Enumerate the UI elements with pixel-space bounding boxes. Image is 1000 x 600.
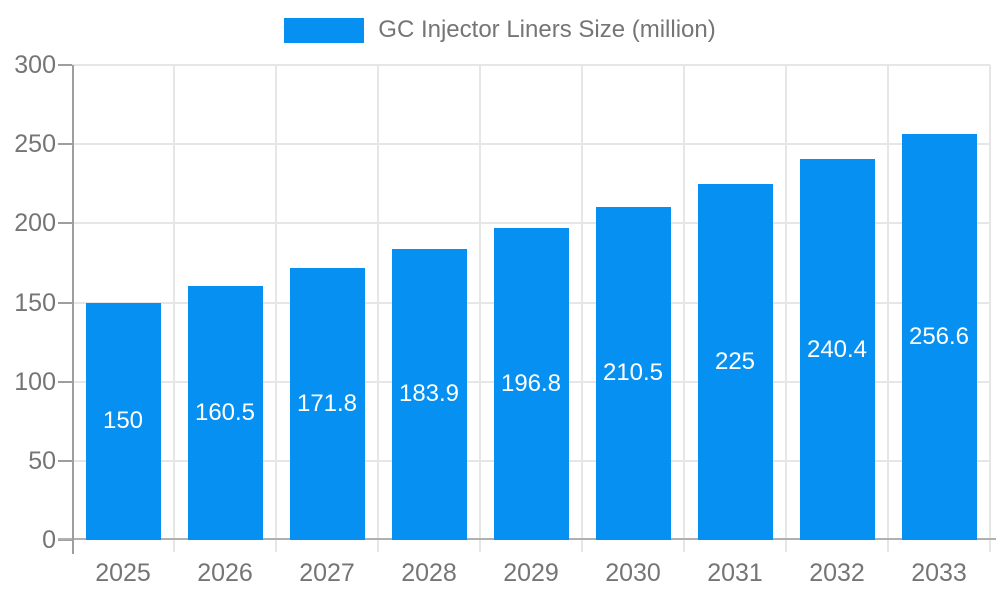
bar-value-label: 150 — [102, 407, 144, 435]
x-tick — [887, 540, 889, 552]
bar-value-label: 160.5 — [194, 398, 256, 426]
y-axis-label: 50 — [28, 446, 56, 475]
y-tick — [58, 380, 72, 383]
y-tick — [58, 539, 72, 541]
legend-swatch — [284, 17, 365, 43]
bar-value-label: 256.6 — [908, 322, 970, 350]
y-tick — [58, 222, 72, 225]
gridline-vertical — [683, 65, 685, 540]
y-axis-line — [72, 65, 74, 554]
x-axis-label: 2027 — [299, 559, 355, 587]
gridline-vertical — [479, 65, 481, 540]
bar-value-label: 171.8 — [296, 389, 358, 417]
gridline-horizontal — [72, 222, 990, 225]
gridline-vertical — [581, 65, 583, 540]
gridline-vertical — [785, 65, 787, 540]
bar-2031[interactable] — [697, 183, 773, 540]
x-tick — [173, 540, 175, 552]
x-tick — [479, 540, 481, 552]
gridline-vertical — [275, 65, 277, 540]
x-tick — [785, 540, 787, 552]
x-axis-label: 2030 — [605, 559, 661, 587]
bar-2026[interactable] — [187, 285, 263, 540]
gridline-vertical — [989, 65, 991, 540]
y-axis-label: 0 — [42, 526, 56, 554]
x-axis-label: 2031 — [707, 559, 763, 587]
y-tick — [58, 143, 72, 146]
bar-2029[interactable] — [493, 228, 569, 540]
legend-item[interactable]: GC Injector Liners Size (million) — [284, 16, 716, 44]
bar-2028[interactable] — [391, 248, 467, 540]
gridline-vertical — [377, 65, 379, 540]
gridline-vertical — [173, 65, 175, 540]
legend-label: GC Injector Liners Size (million) — [378, 16, 716, 43]
x-tick — [581, 540, 583, 552]
bar-value-label: 183.9 — [398, 380, 460, 408]
x-tick — [377, 540, 379, 552]
x-tick — [275, 540, 277, 552]
y-axis-labels: 0 50 100 150 200 250 300 — [0, 51, 56, 554]
bar-2033[interactable] — [901, 133, 977, 540]
x-axis-label: 2032 — [809, 559, 865, 587]
gridline-vertical — [887, 65, 889, 540]
y-axis-label: 300 — [14, 51, 56, 79]
bar-value-label: 225 — [714, 347, 756, 375]
y-tick — [58, 64, 72, 66]
bar-2032[interactable] — [799, 159, 875, 540]
gridline-horizontal — [72, 143, 990, 146]
x-axis-label: 2033 — [911, 559, 967, 587]
legend: GC Injector Liners Size (million) — [0, 16, 1000, 44]
bar-value-label: 240.4 — [806, 335, 868, 363]
y-axis-label: 100 — [14, 367, 56, 396]
x-tick — [683, 540, 685, 552]
bar-2027[interactable] — [289, 267, 365, 540]
x-axis-labels: 2025 2026 2027 2028 2029 2030 2031 2032 2033 — [72, 558, 990, 590]
y-tick — [58, 301, 72, 304]
x-axis-label: 2026 — [197, 559, 253, 587]
x-axis-label: 2028 — [401, 559, 457, 587]
x-tick — [989, 540, 991, 552]
bar-2025[interactable] — [85, 302, 161, 540]
plot-area: 150 160.5 171.8 183.9 196.8 210.5 225 240.4 256.… — [58, 64, 996, 554]
x-axis-label: 2029 — [503, 559, 559, 587]
bar-value-label: 210.5 — [602, 359, 664, 387]
x-axis-label: 2025 — [95, 559, 151, 587]
y-axis-label: 200 — [14, 209, 56, 238]
y-axis-label: 250 — [14, 130, 56, 159]
y-axis-label: 150 — [14, 288, 56, 317]
y-tick — [58, 459, 72, 462]
gridline-horizontal — [72, 64, 990, 66]
bar-2030[interactable] — [595, 206, 671, 540]
bar-value-label: 196.8 — [500, 370, 562, 398]
